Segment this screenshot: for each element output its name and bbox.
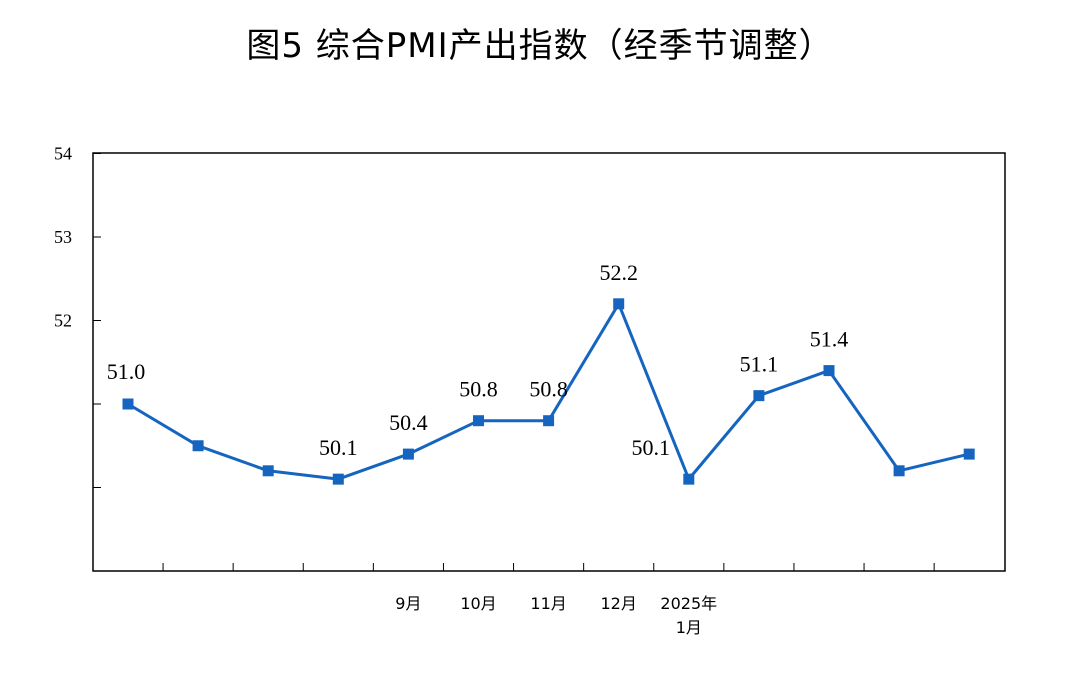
data-point [893, 465, 905, 477]
data-point [192, 440, 204, 452]
data-label: 52.2 [599, 260, 638, 285]
x-tick-label: 9月 [395, 594, 421, 613]
data-point [683, 473, 695, 485]
x-tick-label: 2025年 1月 [660, 594, 717, 637]
x-tick-label: 11月 [530, 594, 566, 613]
plot-frame [92, 152, 1006, 572]
data-point [543, 415, 555, 427]
data-point [122, 398, 134, 410]
x-tick-label: 12月 [601, 594, 637, 613]
x-tick-label: 10月 [460, 594, 496, 613]
data-point [332, 473, 344, 485]
data-label: 50.1 [319, 435, 358, 460]
chart-title: 图5 综合PMI产出指数（经季节调整） [246, 26, 834, 66]
data-labels: 51.0 50.1 50.4 50.8 50.8 52.2 50.1 51.1 51.4 [107, 260, 849, 460]
data-point [262, 465, 274, 477]
data-point [613, 298, 625, 310]
data-label: 50.4 [389, 410, 428, 435]
data-label: 50.1 [632, 435, 671, 460]
data-label: 51.0 [107, 359, 146, 384]
data-point [753, 390, 765, 402]
y-tick-label: 52 [54, 311, 72, 331]
data-label: 50.8 [529, 377, 568, 402]
data-point [823, 365, 835, 377]
y-tick-label: 54 [54, 144, 72, 164]
data-label: 50.8 [459, 377, 498, 402]
data-label: 51.4 [810, 327, 849, 352]
data-point [963, 448, 975, 460]
y-tick-label: 53 [54, 227, 72, 247]
data-point [473, 415, 484, 427]
x-axis: 9月 10月 11月 12月 2025年 1月 [162, 563, 935, 637]
series-composite-pmi [122, 298, 975, 485]
data-point [402, 448, 414, 460]
y-axis: 54 53 52 [54, 144, 101, 488]
data-label: 51.1 [740, 352, 779, 377]
